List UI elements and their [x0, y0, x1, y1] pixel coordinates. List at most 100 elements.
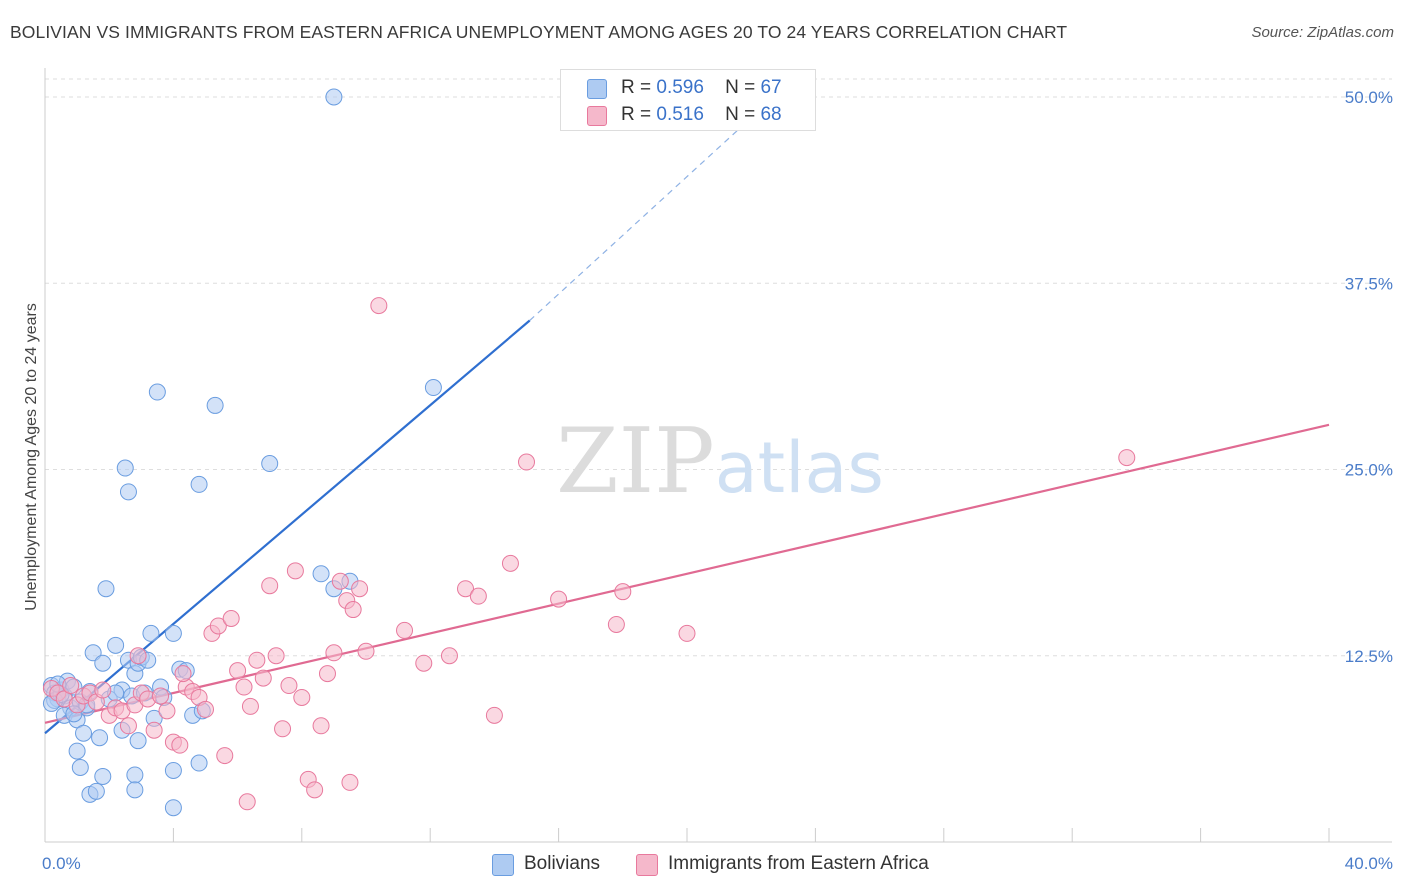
point-eastern-africa [312, 717, 330, 735]
point-bolivians [190, 754, 208, 772]
legend-box: R = 0.596 N = 67 R = 0.516 N = 68 [560, 69, 816, 131]
legend-n-value: 68 [760, 104, 782, 125]
point-bolivians [126, 781, 144, 799]
point-eastern-africa [518, 453, 535, 471]
point-eastern-africa [614, 583, 632, 601]
point-eastern-africa [550, 590, 568, 608]
point-eastern-africa [331, 572, 349, 590]
point-bolivians [91, 729, 109, 747]
point-eastern-africa [235, 678, 253, 696]
point-eastern-africa [145, 721, 163, 739]
point-eastern-africa [229, 662, 247, 680]
point-eastern-africa [158, 702, 176, 720]
tick-labels: 12.5% 25.0% 37.5% 50.0% 0.0% 40.0% [42, 88, 1393, 873]
point-bolivians [94, 767, 112, 785]
point-eastern-africa [1118, 449, 1136, 467]
point-eastern-africa [306, 781, 324, 799]
point-eastern-africa [171, 736, 189, 754]
point-bolivians [312, 565, 330, 583]
point-eastern-africa [119, 717, 137, 735]
legend-swatch-eastern-africa [587, 106, 607, 126]
point-eastern-africa [216, 747, 234, 765]
chart-source: Source: ZipAtlas.com [1251, 24, 1394, 41]
point-eastern-africa [318, 665, 336, 683]
point-bolivians [190, 475, 208, 493]
point-eastern-africa [607, 615, 625, 633]
point-eastern-africa [325, 644, 343, 662]
point-bolivians [142, 624, 160, 642]
bottom-legend: Bolivians Immigrants from Eastern Africa [0, 852, 1406, 876]
point-bolivians [68, 742, 86, 760]
point-bolivians [164, 799, 182, 817]
legend-n-label: N = [725, 104, 756, 125]
point-bolivians [87, 782, 105, 800]
point-bolivians [148, 383, 166, 401]
point-eastern-africa [440, 647, 458, 665]
point-eastern-africa [286, 562, 304, 580]
point-bolivians [129, 732, 147, 750]
grid-lines [45, 78, 1392, 657]
point-eastern-africa [457, 580, 475, 598]
point-eastern-africa [197, 700, 214, 718]
point-eastern-africa [209, 617, 227, 635]
point-bolivians [206, 396, 224, 414]
point-eastern-africa [341, 773, 359, 791]
point-bolivians [164, 624, 182, 642]
point-bolivians [164, 761, 182, 779]
legend-r-label: R = [621, 104, 652, 125]
y-tick-label: 50.0% [1345, 88, 1393, 107]
point-eastern-africa [129, 647, 147, 665]
point-eastern-africa [351, 580, 369, 598]
point-eastern-africa [238, 793, 256, 811]
point-eastern-africa [357, 642, 375, 660]
point-bolivians [325, 88, 343, 106]
x-tick-label-min: 0.0% [42, 854, 81, 873]
point-eastern-africa [293, 688, 311, 706]
point-eastern-africa [174, 665, 192, 683]
point-bolivians [424, 379, 442, 397]
point-eastern-africa [485, 706, 503, 724]
legend-n-label: N = [725, 77, 756, 98]
point-bolivians [97, 580, 115, 598]
legend-n-value: 67 [760, 77, 782, 98]
point-eastern-africa [370, 297, 388, 315]
y-axis-label: Unemployment Among Ages 20 to 24 years [23, 303, 40, 611]
point-eastern-africa [396, 621, 414, 639]
point-eastern-africa [248, 651, 266, 669]
point-eastern-africa [280, 677, 298, 695]
legend-r-value: 0.516 [656, 104, 704, 125]
watermark: ZIPatlas [556, 409, 884, 514]
point-bolivians [75, 724, 93, 742]
axes [44, 68, 1392, 843]
point-eastern-africa [344, 601, 362, 619]
point-eastern-africa [274, 720, 292, 738]
point-eastern-africa [501, 554, 519, 572]
point-bolivians [119, 483, 137, 501]
point-eastern-africa [152, 687, 170, 705]
point-bolivians [84, 644, 102, 662]
point-eastern-africa [267, 647, 285, 665]
y-tick-label: 25.0% [1345, 461, 1393, 480]
y-tick-label: 37.5% [1345, 274, 1393, 293]
point-bolivians [126, 766, 144, 784]
point-bolivians [107, 636, 125, 654]
point-eastern-africa [415, 654, 433, 672]
x-tick-label-max: 40.0% [1345, 854, 1393, 873]
point-eastern-africa [261, 577, 279, 595]
point-bolivians [116, 459, 134, 477]
trend-line-bolivians [44, 319, 531, 735]
point-eastern-africa [94, 681, 112, 699]
bottom-legend-label-eastern-africa: Immigrants from Eastern Africa [668, 853, 929, 874]
trend-line-bolivians-extension [529, 117, 752, 321]
point-bolivians [94, 654, 112, 672]
y-tick-label: 12.5% [1345, 647, 1393, 666]
legend-r-label: R = [621, 77, 652, 98]
point-bolivians [261, 455, 279, 473]
legend-swatch-bolivians [587, 79, 607, 99]
bottom-legend-label-bolivians: Bolivians [524, 853, 601, 874]
legend-r-value: 0.596 [656, 77, 704, 98]
data-points [42, 88, 1136, 817]
point-eastern-africa [222, 610, 240, 627]
point-bolivians [71, 759, 89, 776]
